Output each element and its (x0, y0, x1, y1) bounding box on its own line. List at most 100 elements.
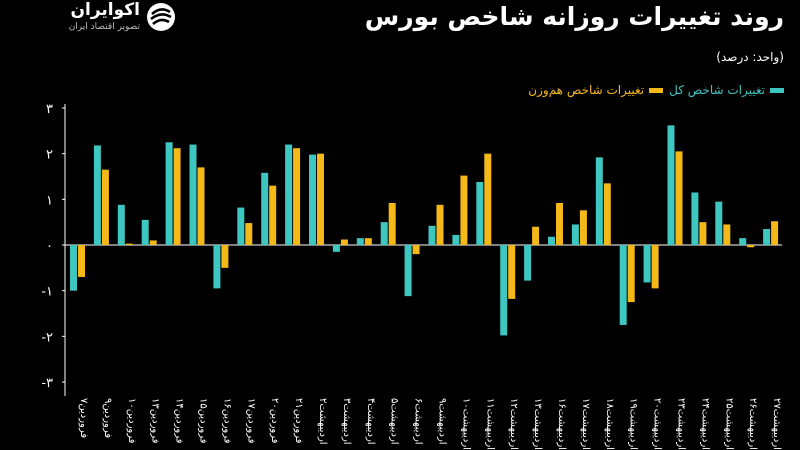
x-tick-label: اردیبهشت۲ (317, 398, 328, 445)
y-tick-label: -۲ (41, 330, 53, 345)
x-tick-label: فروردین۲۰ (269, 398, 280, 444)
bar-total (141, 219, 149, 245)
legend-label-total: تغییرات شاخص کل (669, 83, 765, 97)
x-tick-label: اردیبهشت۵ (389, 398, 400, 445)
legend-label-equal: تغییرات شاخص هم‌وزن (528, 83, 645, 97)
bar-equal (173, 148, 181, 245)
x-tick-label: اردیبهشت۶ (413, 398, 424, 445)
brand-tagline: تصویر اقتصاد ایران (68, 22, 140, 32)
x-tick-label: فروردین۱۴ (174, 398, 185, 444)
x-tick-label: فروردین۱۶ (221, 398, 232, 444)
y-tick-label: -۳ (41, 376, 53, 391)
bar-equal (293, 148, 301, 245)
x-tick-label: فروردین۹ (102, 398, 113, 438)
bar-equal (460, 175, 468, 245)
bar-equal (78, 245, 85, 277)
x-tick-label: فروردین۷ (78, 398, 89, 438)
bar-total (643, 245, 651, 283)
bar-total (524, 245, 532, 281)
bar-total (237, 207, 245, 245)
bar-equal (508, 245, 516, 299)
unit-label: (واحد: درصد) (716, 50, 784, 64)
bar-total (309, 154, 316, 245)
bar-total (739, 238, 747, 245)
x-tick-label: اردیبهشت۲۳ (675, 398, 686, 450)
y-tick-label: ۳ (46, 102, 53, 117)
bar-equal (412, 245, 420, 255)
x-tick-label: اردیبهشت۲۰ (652, 398, 663, 450)
bar-equal (197, 167, 205, 245)
x-tick-label: اردیبهشت۴ (365, 398, 376, 445)
x-tick-label: فروردین۱۷ (245, 398, 256, 444)
y-tick-label: ۱ (46, 193, 53, 208)
brand-logo: اکوایران تصویر اقتصاد ایران (8, 0, 193, 40)
bar-equal (651, 245, 659, 289)
bar-total (500, 245, 508, 336)
x-tick-label: فروردین۱۵ (197, 398, 208, 444)
legend-item-equal: تغییرات شاخص هم‌وزن (528, 83, 664, 97)
bar-equal (747, 245, 755, 248)
bar-equal (532, 226, 540, 245)
bar-equal (675, 151, 683, 245)
bar-equal (149, 240, 157, 245)
bar-total (117, 204, 125, 245)
x-tick-label: فروردین۱۰ (126, 398, 137, 444)
bar-equal (436, 204, 444, 245)
legend-swatch-total (770, 87, 784, 93)
x-tick-label: اردیبهشت۱۲ (508, 398, 519, 450)
x-tick-label: اردیبهشت۲۴ (699, 398, 710, 450)
bar-total (715, 201, 723, 245)
x-tick-label: فروردین۱۳ (150, 398, 161, 444)
bar-equal (317, 153, 324, 245)
x-tick-label: اردیبهشت۲۵ (723, 398, 734, 450)
legend-swatch-equal (649, 87, 664, 93)
bar-total (763, 229, 771, 245)
bar-equal (603, 183, 611, 245)
bar-equal (484, 153, 492, 245)
bar-equal (101, 169, 109, 245)
bar-total (691, 192, 699, 245)
y-tick-label: ۲ (46, 148, 53, 163)
x-tick-label: اردیبهشت۱۱ (484, 398, 495, 450)
bar-total (452, 234, 460, 245)
legend: تغییرات شاخص کل تغییرات شاخص هم‌وزن (420, 80, 784, 100)
bar-total (428, 225, 436, 245)
bar-equal (723, 224, 731, 245)
x-tick-label: اردیبهشت۱۹ (628, 398, 639, 450)
x-tick-label: اردیبهشت۲۶ (747, 398, 758, 450)
bar-total (189, 144, 197, 245)
x-tick-label: اردیبهشت۹ (436, 398, 447, 445)
bar-equal (364, 238, 372, 245)
brand-mark-icon (147, 3, 175, 31)
x-tick-label: فروردین۲۱ (293, 398, 304, 444)
bar-total (404, 245, 412, 297)
bar-total (261, 172, 269, 245)
bar-total (356, 238, 364, 245)
bar-total (165, 142, 173, 245)
bar-equal (771, 221, 779, 245)
bar-equal (125, 243, 133, 245)
bar-equal (579, 210, 587, 245)
bar-equal (245, 223, 253, 245)
bar-equal (627, 245, 635, 303)
bar-total (548, 236, 555, 245)
bar-equal (388, 202, 396, 245)
bar-total (93, 145, 101, 245)
x-tick-label: اردیبهشت۱۰ (460, 398, 471, 450)
chart-title: روند تغییرات روزانه شاخص بورس (364, 2, 784, 31)
bar-equal (340, 239, 348, 245)
bar-total (619, 245, 627, 325)
x-tick-label: اردیبهشت۲۷ (771, 398, 782, 450)
bar-total (380, 222, 388, 245)
x-tick-label: اردیبهشت۱۳ (532, 398, 543, 450)
x-tick-label: اردیبهشت۱۸ (604, 398, 615, 450)
bar-equal (269, 185, 277, 245)
bar-total (476, 181, 484, 245)
bar-total (285, 144, 293, 245)
bar-total (595, 157, 603, 245)
x-tick-label: اردیبهشت۱۶ (556, 398, 567, 450)
y-tick-label: -۱ (41, 285, 53, 300)
bar-equal (556, 202, 563, 245)
